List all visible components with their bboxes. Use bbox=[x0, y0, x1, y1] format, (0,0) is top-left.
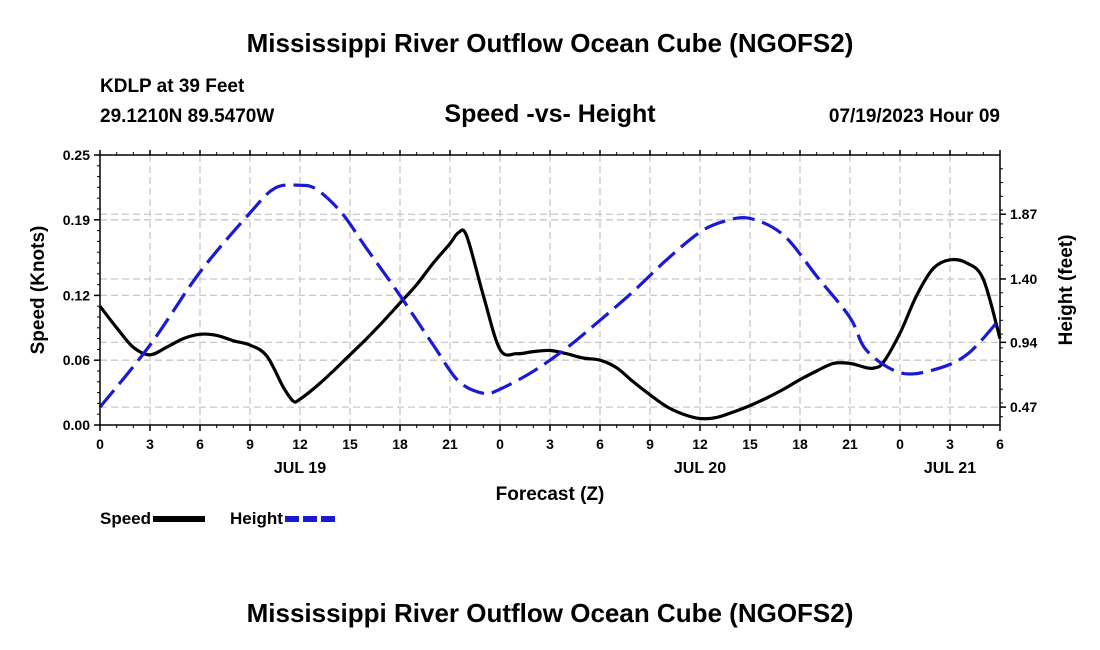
y-left-tick-label: 0.00 bbox=[63, 417, 90, 433]
forecast-datetime: 07/19/2023 Hour 09 bbox=[828, 106, 1000, 127]
plot-frame bbox=[99, 154, 1001, 426]
series-line-speed bbox=[98, 228, 1002, 421]
y-left-tick-label: 0.12 bbox=[63, 287, 90, 303]
x-tick-label: 21 bbox=[842, 436, 858, 452]
day-label: JUL 20 bbox=[674, 460, 726, 477]
y-left-tick-label: 0.06 bbox=[63, 352, 90, 368]
station-label: KDLP at 39 Feet bbox=[100, 76, 245, 97]
day-label: JUL 21 bbox=[924, 460, 976, 477]
grid-layer bbox=[100, 155, 1000, 425]
y-right-tick-label: 1.40 bbox=[1010, 271, 1037, 287]
x-tick-label: 3 bbox=[546, 436, 554, 452]
tick-label-layer: 0 3 6 9 12 15 18 21 0 3 6 9 12 15 18 21 0 3 6 JUL 19 JUL 20 J… bbox=[63, 147, 1038, 477]
y-axis-right-title: Height (feet) bbox=[1056, 235, 1077, 346]
x-tick-label: 3 bbox=[946, 436, 954, 452]
x-tick-label: 18 bbox=[392, 436, 408, 452]
chart-subtitle: Speed -vs- Height bbox=[444, 100, 656, 128]
x-tick-label: 6 bbox=[596, 436, 604, 452]
legend-speed-swatch bbox=[153, 516, 206, 522]
chart-footer-title: Mississippi River Outflow Ocean Cube (NG… bbox=[246, 598, 854, 628]
x-tick-label: 3 bbox=[146, 436, 154, 452]
y-right-tick-label: 0.47 bbox=[1010, 399, 1037, 415]
legend-height: Height bbox=[230, 509, 337, 529]
x-tick-label: 18 bbox=[792, 436, 808, 452]
x-tick-label: 0 bbox=[496, 436, 504, 452]
x-tick-label: 12 bbox=[692, 436, 708, 452]
y-right-tick-label: 1.87 bbox=[1010, 206, 1037, 222]
x-tick-label: 9 bbox=[246, 436, 254, 452]
x-tick-label: 6 bbox=[196, 436, 204, 452]
x-tick-label: 0 bbox=[896, 436, 904, 452]
chart-main-title: Mississippi River Outflow Ocean Cube (NG… bbox=[246, 28, 854, 58]
series-layer bbox=[98, 183, 1002, 421]
x-tick-label: 6 bbox=[996, 436, 1004, 452]
x-tick-label: 9 bbox=[646, 436, 654, 452]
day-label: JUL 19 bbox=[274, 460, 326, 477]
y-left-tick-label: 0.19 bbox=[63, 212, 90, 228]
legend-speed-label: Speed bbox=[100, 509, 152, 528]
legend-height-swatch bbox=[284, 516, 337, 522]
x-tick-label: 15 bbox=[742, 436, 758, 452]
y-left-tick-label: 0.25 bbox=[63, 147, 90, 163]
x-tick-label: 15 bbox=[342, 436, 358, 452]
x-tick-label: 21 bbox=[442, 436, 458, 452]
x-tick-label: 0 bbox=[96, 436, 104, 452]
legend-speed: Speed bbox=[100, 509, 206, 529]
y-axis-left-title: Speed (Knots) bbox=[28, 226, 49, 355]
legend-height-label: Height bbox=[230, 509, 283, 528]
x-tick-label: 12 bbox=[292, 436, 308, 452]
x-axis-title: Forecast (Z) bbox=[496, 484, 605, 505]
series-line-height bbox=[98, 183, 1002, 409]
coordinates-label: 29.1210N 89.5470W bbox=[100, 106, 275, 127]
y-right-tick-label: 0.94 bbox=[1010, 334, 1037, 350]
